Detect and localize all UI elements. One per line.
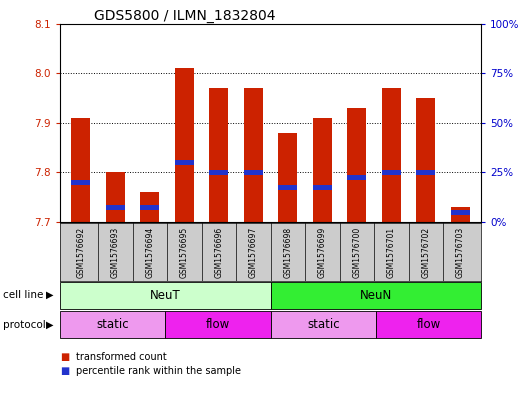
Bar — [347, 108, 367, 222]
Text: transformed count: transformed count — [76, 352, 167, 362]
Bar — [376, 311, 481, 338]
Text: ▶: ▶ — [47, 290, 54, 300]
Bar — [60, 311, 165, 338]
Bar — [175, 160, 194, 165]
Bar — [140, 192, 160, 222]
Text: ■: ■ — [60, 352, 70, 362]
Bar — [278, 133, 298, 222]
Text: static: static — [96, 318, 129, 331]
Text: GSM1576703: GSM1576703 — [456, 227, 465, 278]
Text: static: static — [307, 318, 339, 331]
Text: GSM1576697: GSM1576697 — [249, 227, 258, 278]
Text: flow: flow — [416, 318, 441, 331]
Bar — [71, 180, 90, 185]
Bar — [451, 209, 470, 215]
Bar — [382, 88, 401, 222]
Bar — [313, 118, 332, 222]
Text: GSM1576699: GSM1576699 — [318, 227, 327, 278]
Bar — [106, 205, 125, 209]
Bar — [347, 175, 367, 180]
Bar — [175, 68, 194, 222]
Bar — [271, 282, 481, 309]
Bar — [140, 205, 160, 209]
Text: flow: flow — [206, 318, 230, 331]
Bar — [209, 88, 229, 222]
Text: GSM1576701: GSM1576701 — [387, 227, 396, 278]
Bar — [278, 185, 298, 190]
Text: GSM1576702: GSM1576702 — [422, 227, 430, 278]
Text: GSM1576696: GSM1576696 — [214, 227, 223, 278]
Text: cell line: cell line — [3, 290, 43, 300]
Text: GSM1576695: GSM1576695 — [180, 227, 189, 278]
Text: ■: ■ — [60, 366, 70, 376]
Text: GDS5800 / ILMN_1832804: GDS5800 / ILMN_1832804 — [94, 9, 275, 22]
Text: GSM1576698: GSM1576698 — [283, 227, 292, 278]
Bar — [382, 170, 401, 175]
Bar — [416, 98, 436, 222]
Bar — [71, 118, 90, 222]
Text: protocol: protocol — [3, 320, 46, 330]
Text: NeuN: NeuN — [360, 288, 392, 302]
Bar — [60, 282, 271, 309]
Text: GSM1576694: GSM1576694 — [145, 227, 154, 278]
Bar — [313, 185, 332, 190]
Bar — [165, 311, 271, 338]
Text: ▶: ▶ — [47, 320, 54, 330]
Text: percentile rank within the sample: percentile rank within the sample — [76, 366, 241, 376]
Bar — [451, 207, 470, 222]
Text: GSM1576700: GSM1576700 — [353, 227, 361, 278]
Bar — [416, 170, 436, 175]
Bar — [244, 170, 263, 175]
Bar — [106, 173, 125, 222]
Bar — [271, 311, 376, 338]
Text: GSM1576693: GSM1576693 — [111, 227, 120, 278]
Bar — [209, 170, 229, 175]
Bar — [244, 88, 263, 222]
Text: GSM1576692: GSM1576692 — [76, 227, 85, 278]
Text: NeuT: NeuT — [150, 288, 181, 302]
